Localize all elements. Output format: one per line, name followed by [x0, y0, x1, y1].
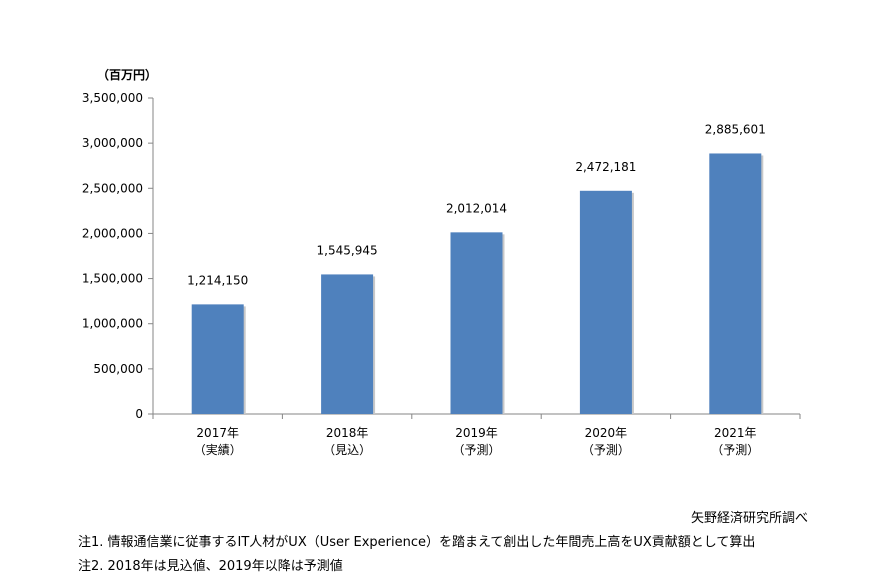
- x-tick-label-status: （見込）: [323, 443, 371, 457]
- y-tick-label: 2,500,000: [82, 181, 143, 195]
- bar: [321, 274, 374, 414]
- x-tick-label-status: （予測）: [711, 443, 759, 457]
- bar: [450, 232, 503, 414]
- x-tick-label-status: （実績）: [194, 442, 242, 457]
- bar: [709, 153, 762, 415]
- data-label: 1,214,150: [187, 273, 248, 287]
- y-axis-unit-label: （百万円）: [97, 67, 157, 82]
- note-2: 注2. 2018年は見込値、2019年以降は予測値: [78, 559, 343, 574]
- data-label: 2,885,601: [705, 122, 766, 136]
- y-tick-label: 3,500,000: [82, 91, 143, 105]
- y-tick-label: 500,000: [93, 362, 143, 376]
- bar-chart: （百万円） 0 500,000 1,000,000 1,500,000 2,000,000…: [82, 67, 801, 457]
- source-credit: 矢野経済研究所調べ: [690, 511, 808, 526]
- x-tick-label-year: 2017年: [196, 426, 239, 440]
- x-tick-label-year: 2021年: [714, 426, 757, 440]
- x-tick-label-status: （予測）: [582, 443, 630, 457]
- data-label: 2,472,181: [575, 160, 636, 174]
- y-tick-label: 1,000,000: [82, 317, 143, 331]
- x-tick-label-year: 2018年: [326, 426, 369, 440]
- y-tick-label: 0: [135, 407, 143, 421]
- x-tick-label-year: 2019年: [455, 426, 498, 440]
- data-label: 1,545,945: [317, 243, 378, 257]
- data-label: 2,012,014: [446, 201, 507, 215]
- bar: [579, 190, 632, 414]
- note-1: 注1. 情報通信業に従事するIT人材がUX（User Experience）を踏…: [78, 535, 756, 550]
- y-tick-label: 1,500,000: [82, 272, 143, 286]
- y-tick-label: 3,000,000: [82, 136, 143, 150]
- x-tick-label-year: 2020年: [585, 426, 628, 440]
- bar: [191, 304, 244, 414]
- x-tick-label-status: （予測）: [452, 443, 500, 457]
- y-tick-label: 2,000,000: [82, 226, 143, 240]
